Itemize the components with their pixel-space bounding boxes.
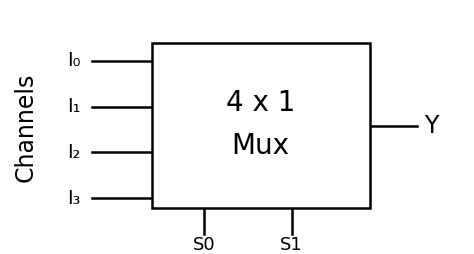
Text: I₀: I₀ [67,52,81,70]
Text: Channels: Channels [14,72,38,182]
Text: I₃: I₃ [67,189,81,208]
Text: S1: S1 [280,236,303,254]
Text: Mux: Mux [232,132,290,160]
Bar [152,43,370,208]
Text: S0: S0 [192,236,215,254]
Text: I₁: I₁ [67,97,81,116]
Text: 4 x 1: 4 x 1 [226,89,295,117]
Text: I₂: I₂ [67,143,81,162]
Text: Y: Y [424,114,438,138]
